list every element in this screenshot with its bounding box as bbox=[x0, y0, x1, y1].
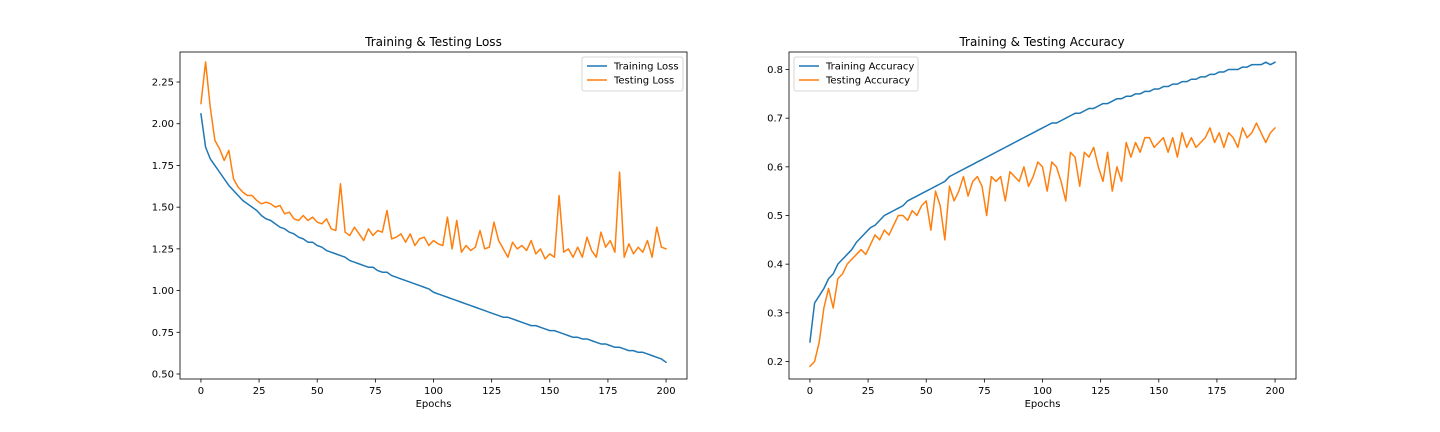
accuracy-x-tick-label: 25 bbox=[862, 386, 875, 397]
loss-y-tick-label: 0.75 bbox=[152, 328, 174, 339]
accuracy-x-tick-label: 100 bbox=[1033, 386, 1052, 397]
accuracy-x-tick-label: 200 bbox=[1266, 386, 1285, 397]
loss-series-training-line bbox=[200, 112, 667, 364]
loss-legend-label-testing: Testing Loss bbox=[613, 76, 674, 87]
accuracy-plot-lines bbox=[809, 61, 1276, 368]
loss-x-tick-label: 150 bbox=[540, 386, 559, 397]
loss-x-tick-label: 50 bbox=[311, 386, 324, 397]
accuracy-x-tick-label: 75 bbox=[978, 386, 991, 397]
accuracy-x-axis-label: Epochs bbox=[1025, 399, 1061, 410]
loss-x-tick-label: 125 bbox=[482, 386, 501, 397]
accuracy-y-tick-label: 0.8 bbox=[767, 65, 783, 76]
accuracy-legend-box bbox=[793, 56, 919, 92]
accuracy-x-tick-label: 175 bbox=[1207, 386, 1226, 397]
loss-x-tick-label: 25 bbox=[253, 386, 266, 397]
loss-x-tick-label: 200 bbox=[657, 386, 676, 397]
loss-y-tick-label: 0.50 bbox=[152, 369, 174, 380]
accuracy-y-tick-label: 0.7 bbox=[767, 114, 783, 125]
accuracy-chart: Training & Testing Accuracy 0 25 50 75 100 12… bbox=[767, 35, 1297, 410]
loss-y-tick-label: 2.00 bbox=[152, 119, 174, 130]
loss-x-axis-label: Epochs bbox=[416, 399, 452, 410]
accuracy-x-tick-label: 50 bbox=[920, 386, 933, 397]
loss-y-tick-label: 1.25 bbox=[152, 244, 174, 255]
loss-y-tick-label: 2.25 bbox=[152, 78, 174, 89]
accuracy-chart-title: Training & Testing Accuracy bbox=[958, 35, 1124, 49]
loss-plot-frame bbox=[179, 51, 688, 380]
accuracy-y-tick-label: 0.6 bbox=[767, 162, 783, 173]
accuracy-y-tick-label: 0.3 bbox=[767, 308, 783, 319]
loss-y-axis-ticks: 0.50 0.75 1.00 1.25 1.50 1.75 2.00 2.25 bbox=[152, 78, 180, 380]
accuracy-series-training-line bbox=[809, 61, 1276, 343]
accuracy-legend-label-training: Training Accuracy bbox=[825, 62, 914, 73]
loss-x-tick-label: 75 bbox=[369, 386, 382, 397]
accuracy-plot-frame bbox=[788, 51, 1297, 380]
accuracy-x-tick-label: 150 bbox=[1149, 386, 1168, 397]
loss-chart-title: Training & Testing Loss bbox=[364, 35, 502, 49]
loss-x-tick-label: 100 bbox=[424, 386, 443, 397]
loss-chart: Training & Testing Loss 0 25 50 75 100 125 150… bbox=[152, 35, 688, 410]
loss-legend-label-training: Training Loss bbox=[613, 62, 679, 73]
loss-plot-lines bbox=[200, 61, 667, 364]
accuracy-y-tick-label: 0.2 bbox=[767, 357, 783, 368]
accuracy-legend-label-testing: Testing Accuracy bbox=[825, 76, 910, 87]
loss-x-tick-label: 175 bbox=[598, 386, 617, 397]
loss-x-tick-label: 0 bbox=[198, 386, 204, 397]
accuracy-x-tick-label: 0 bbox=[807, 386, 813, 397]
accuracy-x-axis-ticks: 0 25 50 75 100 125 150 175 200 bbox=[807, 379, 1285, 397]
loss-legend-box bbox=[581, 56, 684, 92]
accuracy-series-testing-line bbox=[809, 122, 1276, 368]
accuracy-legend: Training Accuracy Testing Accuracy bbox=[793, 56, 919, 92]
loss-y-tick-label: 1.75 bbox=[152, 161, 174, 172]
loss-y-tick-label: 1.00 bbox=[152, 286, 174, 297]
accuracy-y-tick-label: 0.5 bbox=[767, 211, 783, 222]
loss-x-axis-ticks: 0 25 50 75 100 125 150 175 200 bbox=[198, 379, 676, 397]
loss-y-tick-label: 1.50 bbox=[152, 203, 174, 214]
loss-legend: Training Loss Testing Loss bbox=[581, 56, 684, 92]
accuracy-x-tick-label: 125 bbox=[1091, 386, 1110, 397]
loss-series-testing-line bbox=[200, 61, 667, 260]
accuracy-y-tick-label: 0.4 bbox=[767, 260, 783, 271]
accuracy-y-axis-ticks: 0.2 0.3 0.4 0.5 0.6 0.7 0.8 bbox=[767, 65, 789, 368]
